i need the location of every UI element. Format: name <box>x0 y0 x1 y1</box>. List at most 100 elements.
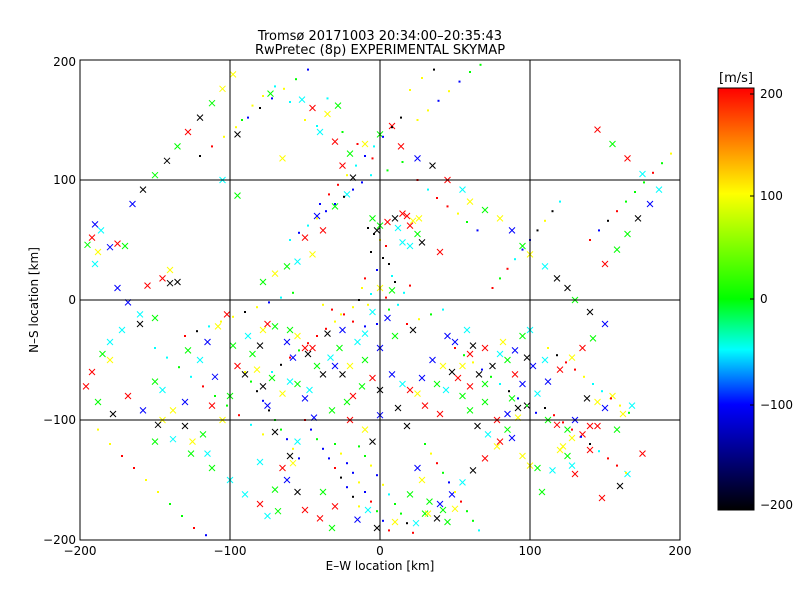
scatter-point-dot <box>436 197 438 199</box>
scatter-point-dot <box>190 375 192 378</box>
scatter-point-x <box>369 308 376 316</box>
scatter-point-dot <box>544 407 546 409</box>
scatter-point-x <box>271 270 279 277</box>
scatter-point-x <box>166 279 174 287</box>
scatter-point-x <box>414 464 421 472</box>
scatter-point-x <box>418 476 426 484</box>
scatter-point-dot <box>427 109 429 112</box>
scatter-point-x <box>511 371 519 378</box>
scatter-point-dot <box>506 267 509 270</box>
scatter-point-dot <box>598 450 600 453</box>
scatter-point-dot <box>322 303 324 306</box>
scatter-point-x <box>184 128 192 136</box>
scatter-point-dot <box>574 368 576 371</box>
scatter-point-x <box>309 251 316 258</box>
scatter-point-x <box>324 330 331 337</box>
scatter-point-x <box>129 200 136 208</box>
scatter-point-x <box>294 258 301 265</box>
scatter-point-dot <box>286 438 288 441</box>
scatter-point-dot <box>607 219 609 222</box>
scatter-point-x <box>414 230 421 238</box>
scatter-point-dot <box>364 325 366 328</box>
scatter-point-x <box>553 421 561 429</box>
scatter-point-dot <box>472 519 474 522</box>
scatter-point-x <box>454 374 462 382</box>
scatter-point-x <box>451 338 459 346</box>
scatter-point-dot <box>386 169 389 172</box>
scatter-point-dot <box>652 171 654 174</box>
scatter-point-x <box>331 362 339 370</box>
scatter-point-x <box>274 507 282 515</box>
scatter-point-x <box>403 422 411 430</box>
scatter-point-dot <box>634 191 636 193</box>
scatter-point-x <box>571 470 579 478</box>
scatter-point-x <box>109 410 117 418</box>
scatter-point-x <box>106 356 114 364</box>
scatter-point-dot <box>394 503 396 505</box>
scatter-point-x <box>466 198 474 205</box>
scatter-point-dot <box>145 479 147 481</box>
scatter-point-dot <box>166 356 168 359</box>
scatter-point-dot <box>352 495 354 498</box>
scatter-point-x <box>309 344 316 352</box>
scatter-point-dot <box>490 375 492 378</box>
scatter-point-x <box>301 234 309 241</box>
scatter-point-dot <box>322 447 324 450</box>
scatter-point-dot <box>616 210 618 213</box>
scatter-point-x <box>346 362 354 370</box>
scatter-point-dot <box>268 409 270 412</box>
scatter-point-dot <box>292 291 294 294</box>
scatter-point-dot <box>361 287 363 289</box>
scatter-point-dot <box>241 119 243 121</box>
scatter-point-x <box>204 450 211 457</box>
scatter-point-x <box>208 464 216 472</box>
scatter-point-x <box>306 386 313 394</box>
scatter-point-x <box>568 354 576 361</box>
scatter-point-x <box>159 275 166 282</box>
scatter-point-x <box>294 332 301 340</box>
scatter-point-dot <box>628 411 630 414</box>
scatter-point-x <box>169 407 177 414</box>
scatter-point-dot <box>262 95 264 97</box>
scatter-point-dot <box>319 203 321 205</box>
scatter-point-dot <box>343 195 345 198</box>
scatter-point-dot <box>409 284 411 287</box>
scatter-point-x <box>388 371 396 378</box>
scatter-point-dot <box>367 227 369 229</box>
scatter-point-dot <box>316 438 318 441</box>
scatter-point-dot <box>592 383 594 385</box>
scatter-point-dot <box>316 217 318 220</box>
scatter-point-x <box>331 138 339 145</box>
scatter-point-dot <box>547 347 549 349</box>
scatter-point-x <box>151 438 159 445</box>
scatter-point-x <box>313 212 321 220</box>
scatter-point-x <box>208 99 216 107</box>
scatter-point-x <box>139 407 147 414</box>
scatter-point-x <box>549 467 556 474</box>
scatter-point-x <box>388 122 396 130</box>
scatter-point-x <box>594 422 601 430</box>
scatter-point-x <box>418 239 426 246</box>
scatter-point-x <box>504 410 511 418</box>
scatter-point-dot <box>181 515 183 517</box>
scatter-point-dot <box>619 404 621 407</box>
scatter-point-dot <box>331 308 333 311</box>
scatter-point-x <box>384 314 391 322</box>
scatter-point-dot <box>109 443 111 445</box>
scatter-point-x <box>256 500 264 508</box>
scatter-point-dot <box>238 414 240 417</box>
scatter-point-dot <box>517 397 519 400</box>
scatter-point-x <box>286 326 294 334</box>
colorbar-tick-label: 100 <box>760 189 783 203</box>
scatter-point-x <box>121 242 129 250</box>
scatter-point-x <box>624 155 631 162</box>
scatter-point-x <box>634 215 642 222</box>
scatter-point-dot <box>454 491 456 493</box>
scatter-point-x <box>369 374 376 382</box>
scatter-point-dot <box>562 421 564 424</box>
scatter-point-x <box>594 398 601 406</box>
scatter-point-x <box>114 284 121 292</box>
scatter-point-x <box>399 380 406 388</box>
scatter-point-x <box>586 446 594 454</box>
scatter-point-dot <box>232 315 234 318</box>
